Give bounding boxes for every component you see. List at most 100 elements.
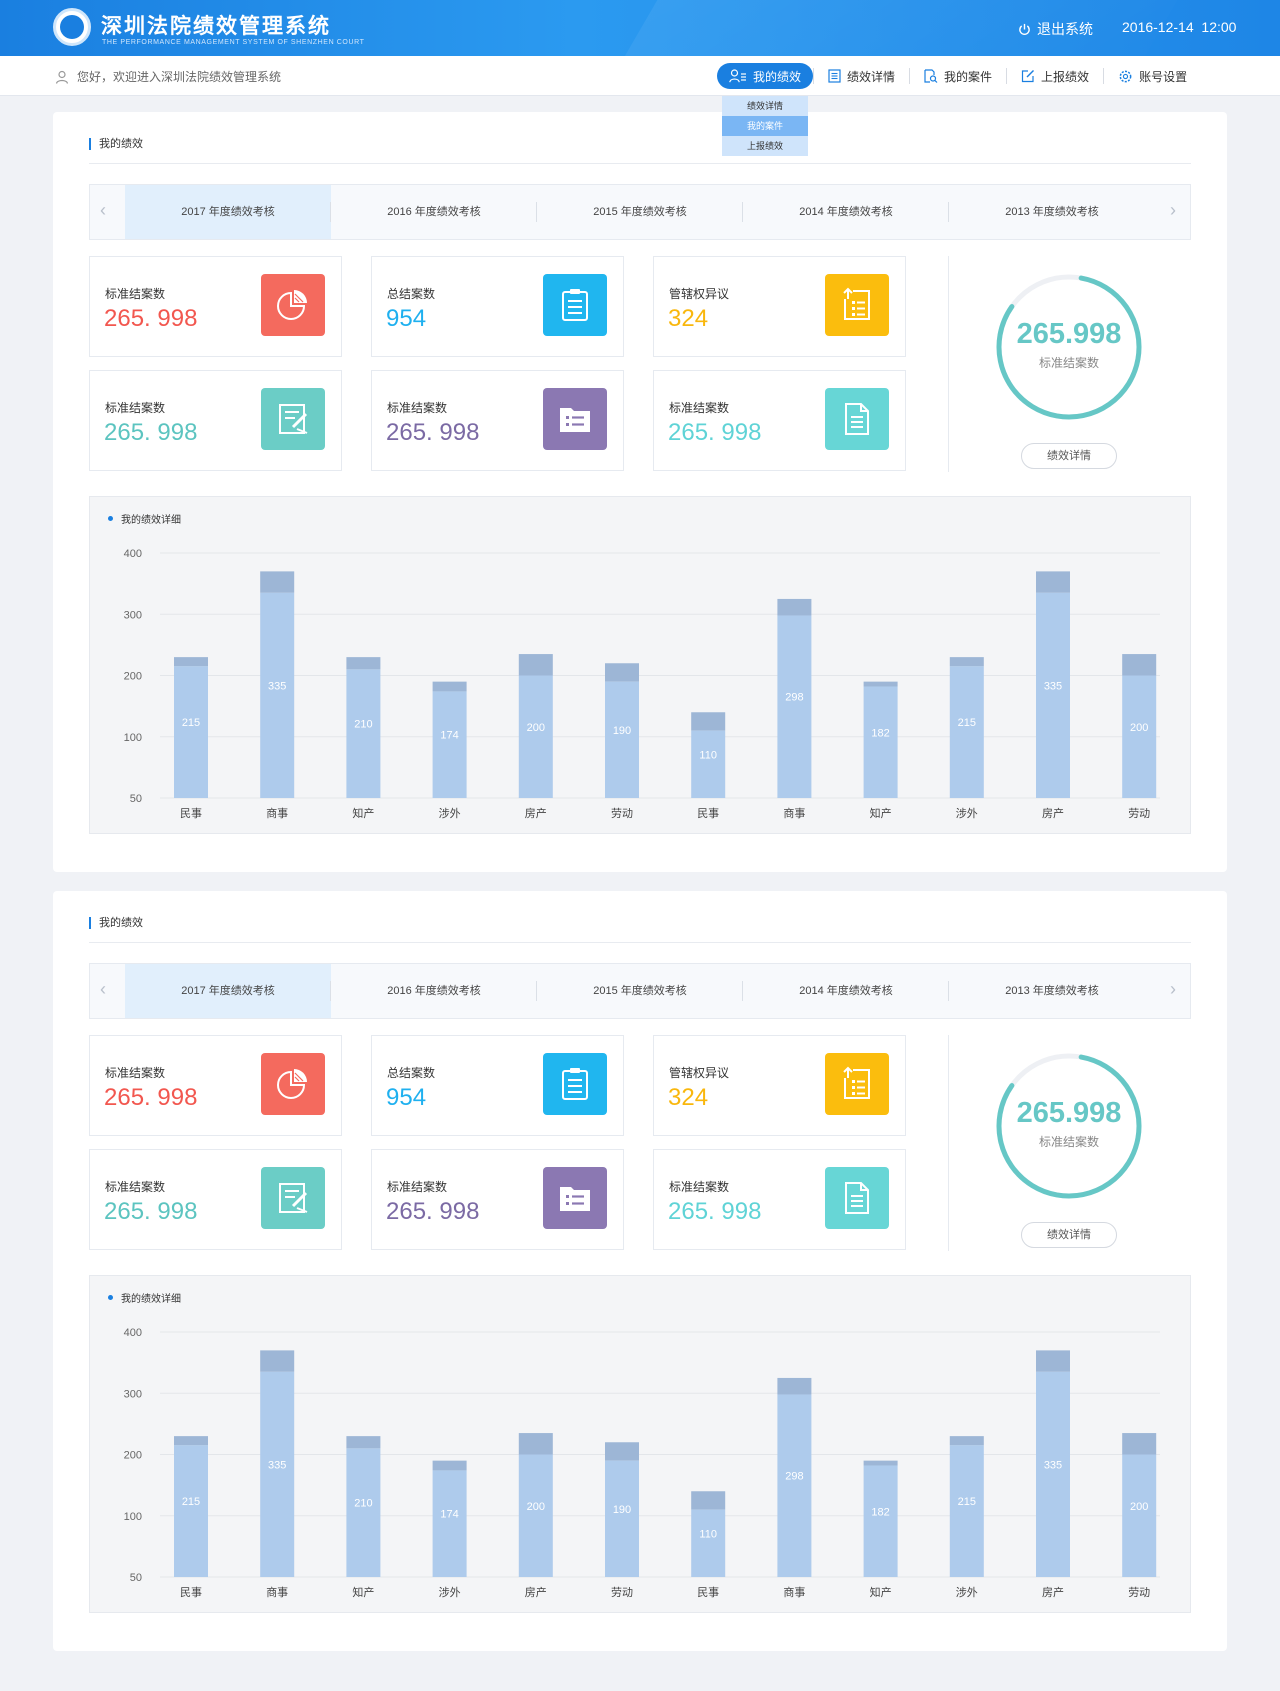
year-tab-2015[interactable]: 2015 年度绩效考核 <box>537 964 743 1018</box>
stat-card-total-closed[interactable]: 总结案数 954 <box>371 1035 624 1136</box>
stat-value: 265. 998 <box>104 1198 198 1225</box>
stat-card-standard-closed-4[interactable]: 标准结案数 265. 998 <box>653 1149 906 1250</box>
performance-details-button[interactable]: 绩效详情 <box>1021 443 1117 469</box>
chevron-right-icon[interactable]: › <box>1170 979 1176 999</box>
x-category-label: 民事 <box>697 1586 719 1599</box>
stat-value: 324 <box>668 1084 709 1111</box>
bar-value-label: 174 <box>440 1509 458 1521</box>
nav-separator <box>909 68 911 84</box>
bar-segment-top <box>174 657 208 667</box>
stat-value: 954 <box>386 305 427 332</box>
y-tick-label: 50 <box>130 793 142 805</box>
user-icon <box>55 70 69 84</box>
bar-segment-value <box>691 730 726 798</box>
bar-segment-value <box>605 681 639 798</box>
bar-value-label: 110 <box>699 749 717 761</box>
gauge-progress-arc <box>996 1053 1142 1199</box>
folder-list-icon <box>543 1167 607 1229</box>
year-tab-label: 2015 年度绩效考核 <box>593 206 687 218</box>
bar-value-label: 190 <box>613 1504 631 1516</box>
bar-value-label: 335 <box>1044 680 1062 692</box>
performance-panel: 我的绩效 ‹ 2017 年度绩效考核 2016 年度绩效考核 2015 年度绩效… <box>53 891 1227 1651</box>
nav-my-cases[interactable]: 我的案件 <box>910 63 1006 89</box>
stat-card-standard-closed-3[interactable]: 标准结案数 265. 998 <box>371 1149 624 1250</box>
year-tab-label: 2015 年度绩效考核 <box>593 985 687 997</box>
year-tab-2017[interactable]: 2017 年度绩效考核 <box>125 185 331 239</box>
bar-value-label: 298 <box>785 1471 803 1483</box>
stat-card-standard-closed-2[interactable]: 标准结案数 265. 998 <box>89 1149 342 1250</box>
bar-segment-top <box>260 1350 295 1372</box>
bar-value-label: 215 <box>182 717 200 729</box>
performance-details-button[interactable]: 绩效详情 <box>1021 1222 1117 1248</box>
stat-card-standard-closed-3[interactable]: 标准结案数 265. 998 <box>371 370 624 471</box>
bar-segment-value <box>691 1509 726 1577</box>
main-menu: 我的绩效 绩效详情 我的案件 <box>717 63 1201 89</box>
chevron-left-icon[interactable]: ‹ <box>100 979 106 999</box>
edit-doc-icon <box>261 388 325 450</box>
chevron-right-icon[interactable]: › <box>1170 200 1176 220</box>
y-tick-label: 100 <box>124 732 142 744</box>
bar-value-label: 200 <box>1130 1501 1148 1513</box>
y-tick-label: 300 <box>124 1388 142 1400</box>
panel-divider <box>89 942 1191 943</box>
year-tab-2016[interactable]: 2016 年度绩效考核 <box>331 185 537 239</box>
nav-performance-details[interactable]: 绩效详情 <box>814 63 909 89</box>
year-tab-2015[interactable]: 2015 年度绩效考核 <box>537 185 743 239</box>
panel-title: 我的绩效 <box>89 138 143 150</box>
year-tab-2013[interactable]: 2013 年度绩效考核 <box>949 964 1155 1018</box>
stat-card-total-closed[interactable]: 总结案数 954 <box>371 256 624 357</box>
dropdown-item-performance-details[interactable]: 绩效详情 <box>746 101 783 111</box>
bar-value-label: 215 <box>958 717 976 729</box>
bar-segment-top <box>777 598 812 616</box>
stat-card-standard-closed-4[interactable]: 标准结案数 265. 998 <box>653 370 906 471</box>
bar-segment-value <box>346 1448 381 1577</box>
logout-button[interactable]: 退出系统 <box>1018 19 1093 39</box>
bar-segment-value <box>346 669 381 798</box>
stat-card-jurisdiction-objection[interactable]: 管辖权异议 324 <box>653 1035 906 1136</box>
nav-report-performance[interactable]: 上报绩效 <box>1007 63 1103 89</box>
pie-chart-icon <box>261 1053 325 1115</box>
chevron-left-icon[interactable]: ‹ <box>100 200 106 220</box>
bar-segment-top <box>432 1460 467 1471</box>
performance-chart: 我的绩效详细 50 100 200 300 400 215 民事 335 商事 210 知产 174 涉… <box>89 496 1191 834</box>
y-tick-label: 50 <box>130 1572 142 1584</box>
bar-segment-value <box>863 686 898 798</box>
year-tab-2016[interactable]: 2016 年度绩效考核 <box>331 964 537 1018</box>
bar-segment-top <box>605 1442 639 1461</box>
year-tab-2013[interactable]: 2013 年度绩效考核 <box>949 185 1155 239</box>
x-category-label: 房产 <box>1042 806 1064 820</box>
bar-segment-top <box>691 712 726 731</box>
upload-list-icon <box>825 1053 889 1115</box>
dropdown-item-report-performance[interactable]: 上报绩效 <box>746 141 783 151</box>
year-tab-label: 2013 年度绩效考核 <box>1005 985 1099 997</box>
stat-label: 标准结案数 <box>105 1066 166 1080</box>
year-tab-2014[interactable]: 2014 年度绩效考核 <box>743 185 949 239</box>
bar-segment-top <box>691 1491 726 1510</box>
bar-segment-top <box>518 654 553 676</box>
bar-segment-value <box>605 1460 639 1577</box>
pie-chart-icon <box>261 274 325 336</box>
sub-navigation: 您好，欢迎进入深圳法院绩效管理系统 我的绩效 绩效详情 <box>0 56 1280 96</box>
year-tab-2014[interactable]: 2014 年度绩效考核 <box>743 964 949 1018</box>
stat-value: 265. 998 <box>104 305 198 332</box>
stat-card-standard-closed[interactable]: 标准结案数 265. 998 <box>89 1035 342 1136</box>
x-category-label: 知产 <box>870 806 892 820</box>
bar-segment-top <box>1036 571 1070 593</box>
stat-card-jurisdiction-objection[interactable]: 管辖权异议 324 <box>653 256 906 357</box>
panel-title: 我的绩效 <box>89 917 143 929</box>
nav-my-performance[interactable]: 我的绩效 <box>717 63 814 89</box>
bar-segment-value <box>777 1394 812 1577</box>
nav-account-settings[interactable]: 账号设置 <box>1104 63 1201 89</box>
stat-card-standard-closed-2[interactable]: 标准结案数 265. 998 <box>89 370 342 471</box>
stat-label: 标准结案数 <box>387 401 448 415</box>
logout-label: 退出系统 <box>1037 21 1093 37</box>
bar-value-label: 174 <box>440 730 458 742</box>
bar-value-label: 335 <box>268 680 286 692</box>
stat-label: 管辖权异议 <box>669 1066 730 1080</box>
year-tab-2017[interactable]: 2017 年度绩效考核 <box>125 964 331 1018</box>
x-category-label: 涉外 <box>956 1585 978 1599</box>
stat-label: 标准结案数 <box>669 1180 730 1194</box>
bar-segment-value <box>863 1465 898 1577</box>
stat-card-standard-closed[interactable]: 标准结案数 265. 998 <box>89 256 342 357</box>
dropdown-item-my-cases[interactable]: 我的案件 <box>722 116 808 136</box>
